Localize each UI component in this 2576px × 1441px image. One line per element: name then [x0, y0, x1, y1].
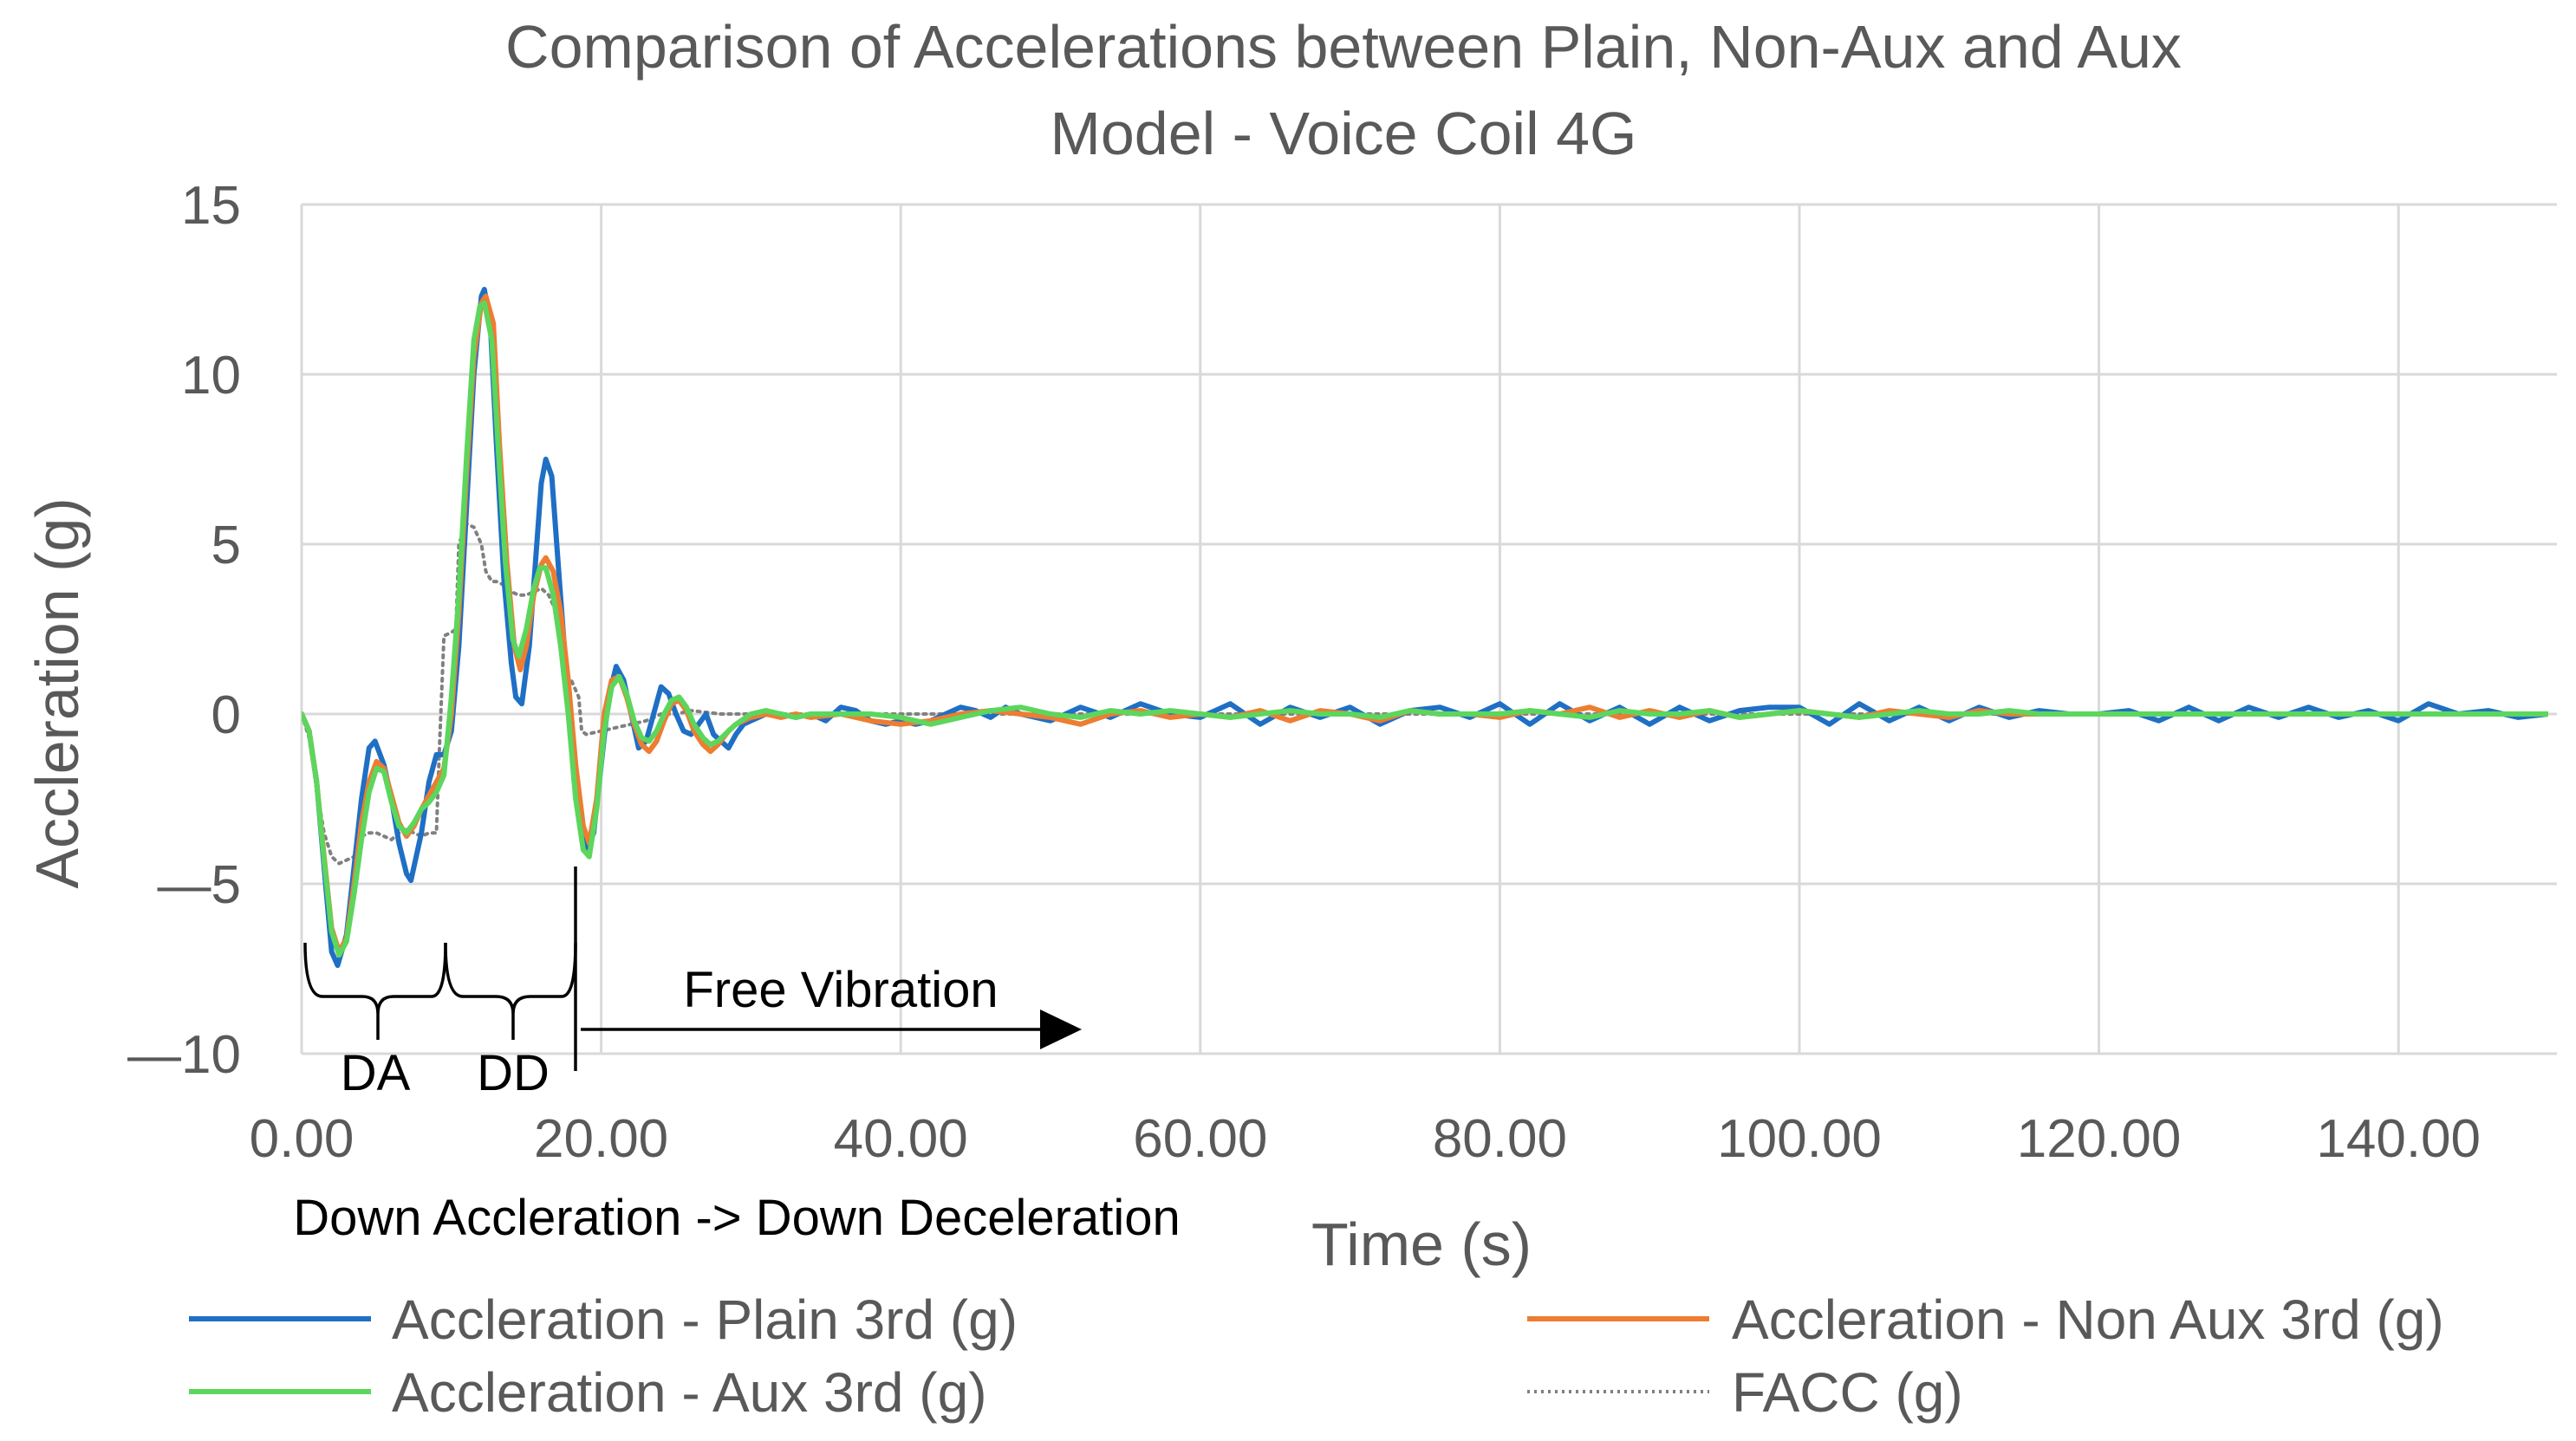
- series-lines: [302, 287, 2548, 969]
- x-tick-label: 40.00: [834, 1109, 968, 1169]
- legend-label-facc: FACC (g): [1732, 1361, 1963, 1424]
- legend-label-non-aux: Accleration - Non Aux 3rd (g): [1732, 1288, 2444, 1351]
- x-tick-label: 0.00: [250, 1109, 355, 1169]
- y-tick-label: 15: [181, 176, 241, 236]
- legend-label-plain: Accleration - Plain 3rd (g): [392, 1288, 1018, 1351]
- y-tick-label: 0: [211, 685, 241, 745]
- free-vibration-label: Free Vibration: [683, 962, 998, 1018]
- series-line-aux: [302, 300, 2548, 958]
- legend: Accleration - Plain 3rd (g) Accleration …: [189, 1288, 2444, 1424]
- phase-annotations: Free Vibration DA DD Down Accleration ->…: [293, 867, 1181, 1246]
- da-brace: [303, 942, 447, 1040]
- x-tick-label: 140.00: [2316, 1109, 2481, 1169]
- x-tick-labels: 0.00 20.00 40.00 60.00 80.00 100.00 120.00 140.…: [250, 1109, 2481, 1169]
- x-tick-label: 80.00: [1433, 1109, 1567, 1169]
- y-tick-label: —5: [158, 855, 241, 915]
- da-label: DA: [341, 1045, 411, 1101]
- y-tick-label: 10: [181, 346, 241, 406]
- chart-title-line1: Comparison of Accelerations between Plai…: [505, 13, 2182, 81]
- legend-label-aux: Accleration - Aux 3rd (g): [392, 1361, 987, 1424]
- phase-caption: Down Accleration -> Down Deceleration: [293, 1190, 1181, 1246]
- x-tick-label: 100.00: [1717, 1109, 1882, 1169]
- chart-title-line2: Model - Voice Coil 4G: [1051, 100, 1637, 167]
- y-tick-labels: 15 10 5 0 —5 —10: [127, 176, 241, 1085]
- y-axis-title: Accleration (g): [23, 497, 91, 888]
- x-axis-title: Time (s): [1311, 1211, 1532, 1278]
- free-vibration-arrow-head: [1040, 1009, 1082, 1049]
- x-tick-label: 20.00: [534, 1109, 668, 1169]
- dd-label: DD: [477, 1045, 550, 1101]
- x-tick-label: 120.00: [2017, 1109, 2182, 1169]
- gridlines: [300, 203, 2557, 1055]
- y-tick-label: —10: [127, 1025, 241, 1085]
- y-tick-label: 5: [211, 516, 241, 575]
- x-tick-label: 60.00: [1133, 1109, 1267, 1169]
